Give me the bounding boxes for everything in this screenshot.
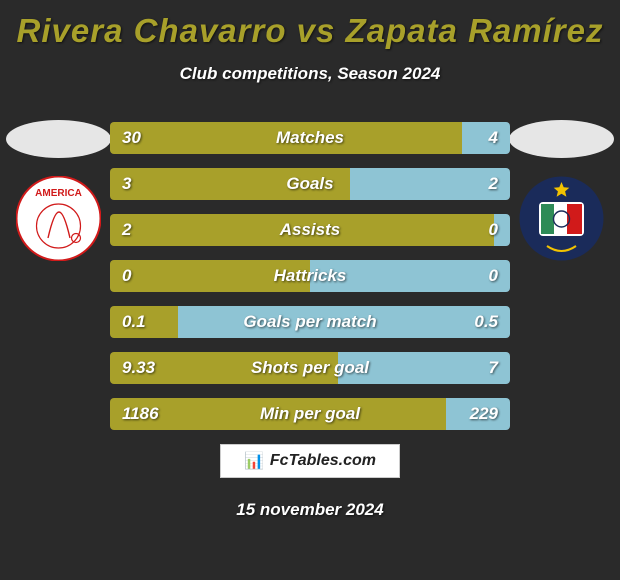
stat-value-left: 1186 bbox=[122, 398, 159, 430]
stat-value-left: 3 bbox=[122, 168, 131, 200]
stat-label: Goals bbox=[110, 168, 510, 200]
stat-value-left: 0.1 bbox=[122, 306, 146, 338]
brand-text: FcTables.com bbox=[270, 452, 376, 470]
stat-row: Assists2 0 bbox=[110, 214, 510, 246]
stat-label: Goals per match bbox=[110, 306, 510, 338]
brand-logo: 📊 FcTables.com bbox=[220, 444, 400, 478]
chart-icon: 📊 bbox=[244, 451, 264, 471]
stat-label: Assists bbox=[110, 214, 510, 246]
stat-value-right: 7 bbox=[489, 352, 498, 384]
player-right-avatar-placeholder bbox=[509, 120, 614, 158]
stat-value-left: 9.33 bbox=[122, 352, 155, 384]
stat-value-right: 2 bbox=[489, 168, 498, 200]
stat-label: Matches bbox=[110, 122, 510, 154]
stat-row: Shots per goal9.33 7 bbox=[110, 352, 510, 384]
svg-text:AMERICA: AMERICA bbox=[35, 188, 82, 199]
stat-value-left: 2 bbox=[122, 214, 131, 246]
stat-row: Goals3 2 bbox=[110, 168, 510, 200]
club-badge-left: AMERICA bbox=[16, 176, 101, 261]
stat-row: Min per goal1186 229 bbox=[110, 398, 510, 430]
stat-value-left: 30 bbox=[122, 122, 141, 154]
stat-row: Hattricks0 0 bbox=[110, 260, 510, 292]
player-left-avatar-placeholder bbox=[6, 120, 111, 158]
footer-date: 15 november 2024 bbox=[0, 500, 620, 520]
stat-value-right: 229 bbox=[470, 398, 498, 430]
stat-value-left: 0 bbox=[122, 260, 131, 292]
stat-row: Goals per match0.1 0.5 bbox=[110, 306, 510, 338]
stat-label: Hattricks bbox=[110, 260, 510, 292]
page-subtitle: Club competitions, Season 2024 bbox=[0, 64, 620, 84]
stat-value-right: 0 bbox=[489, 260, 498, 292]
stat-bars-container: Matches304Goals32Assists20Hattricks00Goa… bbox=[110, 122, 510, 444]
stat-value-right: 0 bbox=[489, 214, 498, 246]
player-right-column bbox=[509, 120, 614, 261]
stat-row: Matches30 4 bbox=[110, 122, 510, 154]
page-title: Rivera Chavarro vs Zapata Ramírez bbox=[0, 0, 620, 50]
club-badge-right bbox=[519, 176, 604, 261]
player-left-column: AMERICA bbox=[6, 120, 111, 261]
stat-value-right: 4 bbox=[489, 122, 498, 154]
stat-value-right: 0.5 bbox=[474, 306, 498, 338]
stat-label: Min per goal bbox=[110, 398, 510, 430]
stat-label: Shots per goal bbox=[110, 352, 510, 384]
